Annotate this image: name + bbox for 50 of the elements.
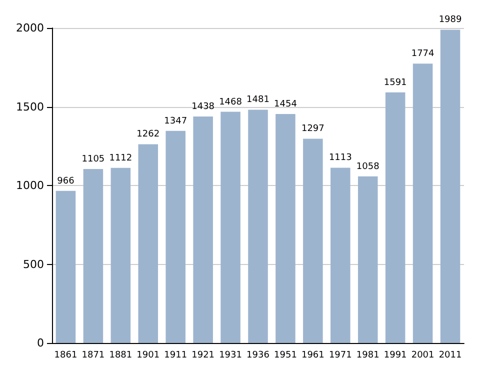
bar bbox=[358, 176, 378, 343]
x-tick-label: 1901 bbox=[136, 350, 160, 360]
x-tick-label: 1871 bbox=[82, 350, 105, 360]
data-label: 1438 bbox=[192, 102, 215, 112]
bar bbox=[412, 64, 433, 343]
data-label: 1468 bbox=[219, 97, 242, 108]
data-label: 1774 bbox=[411, 49, 435, 60]
data-label: 966 bbox=[57, 176, 75, 186]
bar bbox=[138, 144, 158, 343]
x-tick-label: 1961 bbox=[301, 350, 324, 360]
data-label: 1105 bbox=[82, 154, 105, 164]
x-tick-label: 2001 bbox=[411, 350, 434, 360]
x-tick-label: 1981 bbox=[356, 350, 380, 360]
data-label: 1058 bbox=[356, 162, 380, 172]
x-tick-label: 1991 bbox=[384, 350, 407, 360]
bar bbox=[303, 138, 323, 343]
y-tick-label: 1000 bbox=[16, 179, 44, 192]
data-label: 1481 bbox=[246, 95, 270, 106]
bar bbox=[83, 168, 104, 343]
bar bbox=[385, 92, 406, 343]
bar bbox=[330, 168, 350, 343]
x-tick-label: 1936 bbox=[246, 350, 270, 360]
data-label: 1591 bbox=[384, 78, 407, 88]
x-tick-label: 1931 bbox=[219, 350, 242, 360]
y-tick-label: 2000 bbox=[16, 22, 44, 34]
data-label: 1297 bbox=[301, 124, 324, 134]
bar bbox=[276, 114, 296, 343]
x-tick-label: 1861 bbox=[54, 350, 78, 360]
data-label: 1989 bbox=[438, 15, 462, 26]
data-label: 1454 bbox=[274, 99, 298, 110]
x-tick-label: 1911 bbox=[164, 350, 188, 360]
bar bbox=[220, 112, 240, 343]
x-tick-label: 1971 bbox=[328, 350, 352, 360]
data-label: 1262 bbox=[136, 130, 160, 140]
bar bbox=[248, 110, 268, 343]
y-tick-label: 1500 bbox=[16, 100, 44, 114]
data-label: 1113 bbox=[328, 153, 352, 164]
data-label: 1347 bbox=[164, 116, 188, 126]
x-tick-label: 1951 bbox=[274, 350, 297, 360]
x-tick-label: 1921 bbox=[192, 350, 215, 360]
bar bbox=[440, 30, 460, 343]
y-tick-label: 500 bbox=[23, 258, 44, 271]
bar bbox=[193, 116, 213, 343]
bar bbox=[166, 130, 186, 343]
x-tick-label: 1881 bbox=[109, 350, 132, 360]
x-tick-label: 2011 bbox=[438, 350, 462, 360]
data-label: 1112 bbox=[109, 153, 132, 164]
bar bbox=[56, 190, 76, 343]
bar bbox=[110, 168, 131, 343]
y-tick-label: 0 bbox=[37, 336, 44, 350]
